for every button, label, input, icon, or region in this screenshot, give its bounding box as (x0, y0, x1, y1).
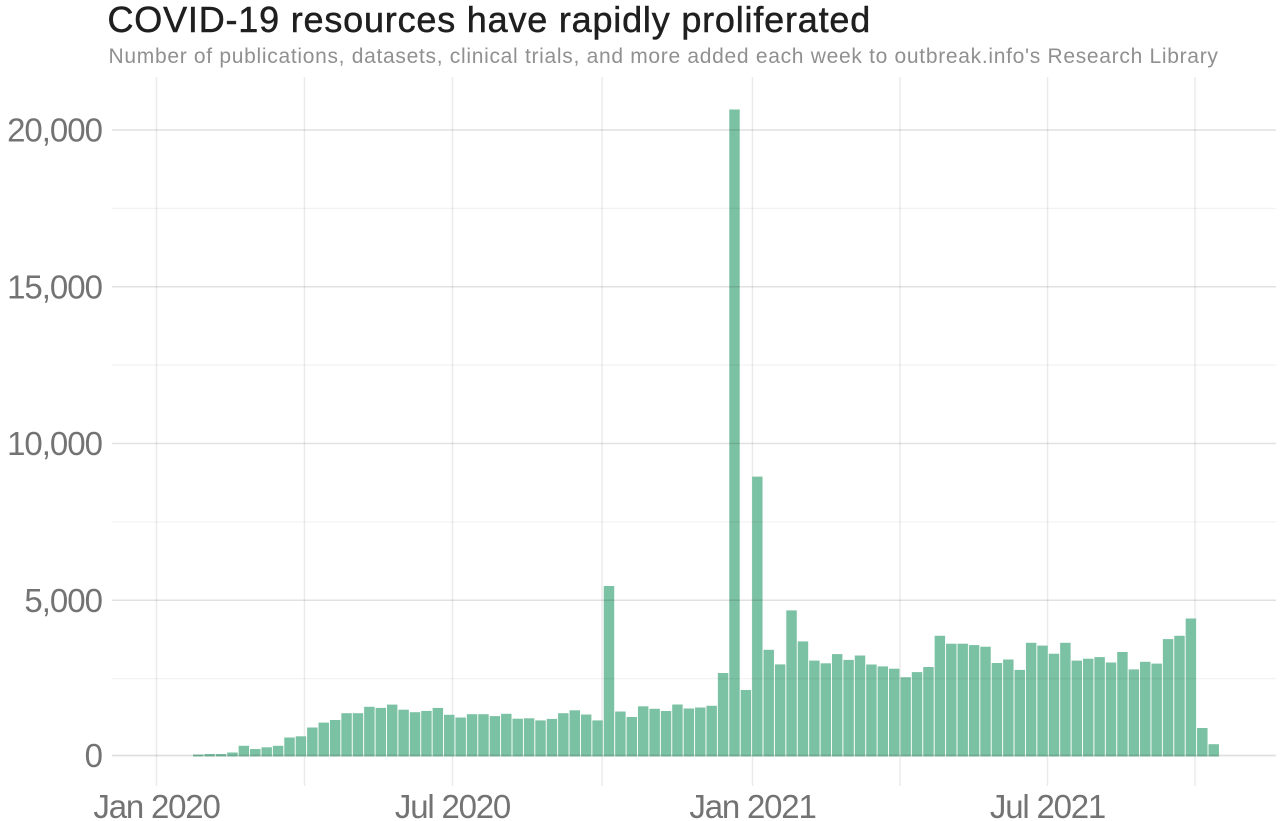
svg-text:Jul 2020: Jul 2020 (395, 788, 511, 821)
svg-text:Number of publications, datase: Number of publications, datasets, clinic… (109, 45, 1219, 68)
svg-text:20,000: 20,000 (7, 112, 103, 149)
svg-text:10,000: 10,000 (7, 425, 103, 462)
svg-text:Jan 2021: Jan 2021 (689, 788, 815, 821)
svg-text:15,000: 15,000 (7, 268, 103, 305)
svg-text:Jul 2021: Jul 2021 (990, 788, 1105, 821)
svg-text:5,000: 5,000 (24, 582, 102, 619)
svg-text:Jan 2020: Jan 2020 (93, 788, 220, 821)
svg-text:COVID-19 resources have rapidl: COVID-19 resources have rapidly prolifer… (108, 0, 872, 40)
svg-text:0: 0 (85, 737, 103, 774)
